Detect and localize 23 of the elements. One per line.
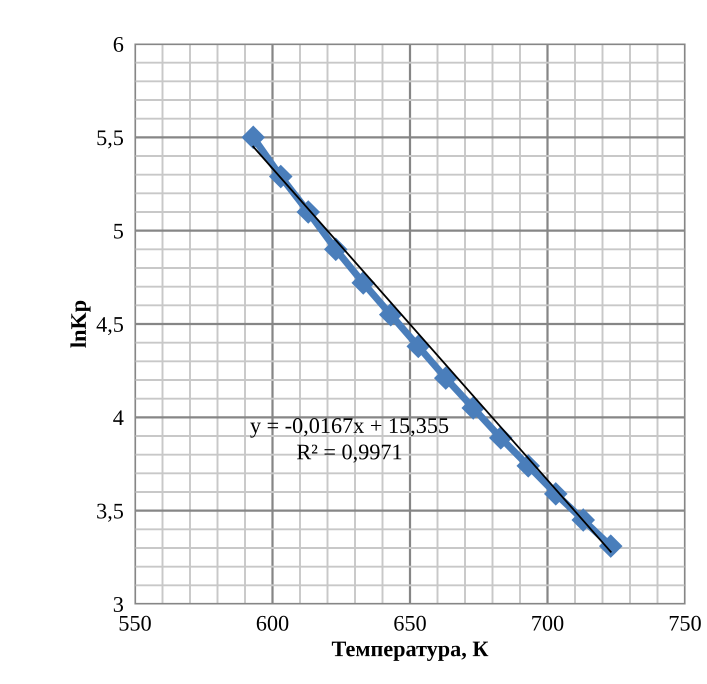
- x-tick-label: 650: [394, 616, 426, 631]
- x-tick-label: 750: [670, 616, 701, 631]
- y-tick-label: 3: [114, 596, 124, 612]
- y-tick-label: 5: [114, 224, 124, 239]
- annotation: y = -0,0167x + 15,355: [250, 418, 448, 438]
- point: [379, 303, 402, 326]
- point: [406, 334, 430, 358]
- point: [352, 271, 375, 294]
- point: [599, 534, 622, 558]
- point: [434, 366, 458, 390]
- y-tick-label: 4: [113, 410, 124, 426]
- y-tick-label: 3,5: [97, 504, 124, 522]
- x-axis-title: Температура, К: [332, 642, 488, 661]
- y-axis-title: lnKp: [70, 300, 91, 348]
- y-tick-label: 4,5: [96, 317, 124, 336]
- y-tick-label: 6: [114, 36, 124, 52]
- point: [242, 126, 265, 149]
- x-tick-label: 700: [532, 616, 564, 631]
- y-tick-label: 5,5: [97, 130, 124, 148]
- point: [462, 396, 485, 420]
- x-tick-label: 600: [256, 616, 288, 631]
- annotation: R² = 0,9971: [297, 444, 402, 463]
- x-tick-label: 550: [120, 616, 151, 631]
